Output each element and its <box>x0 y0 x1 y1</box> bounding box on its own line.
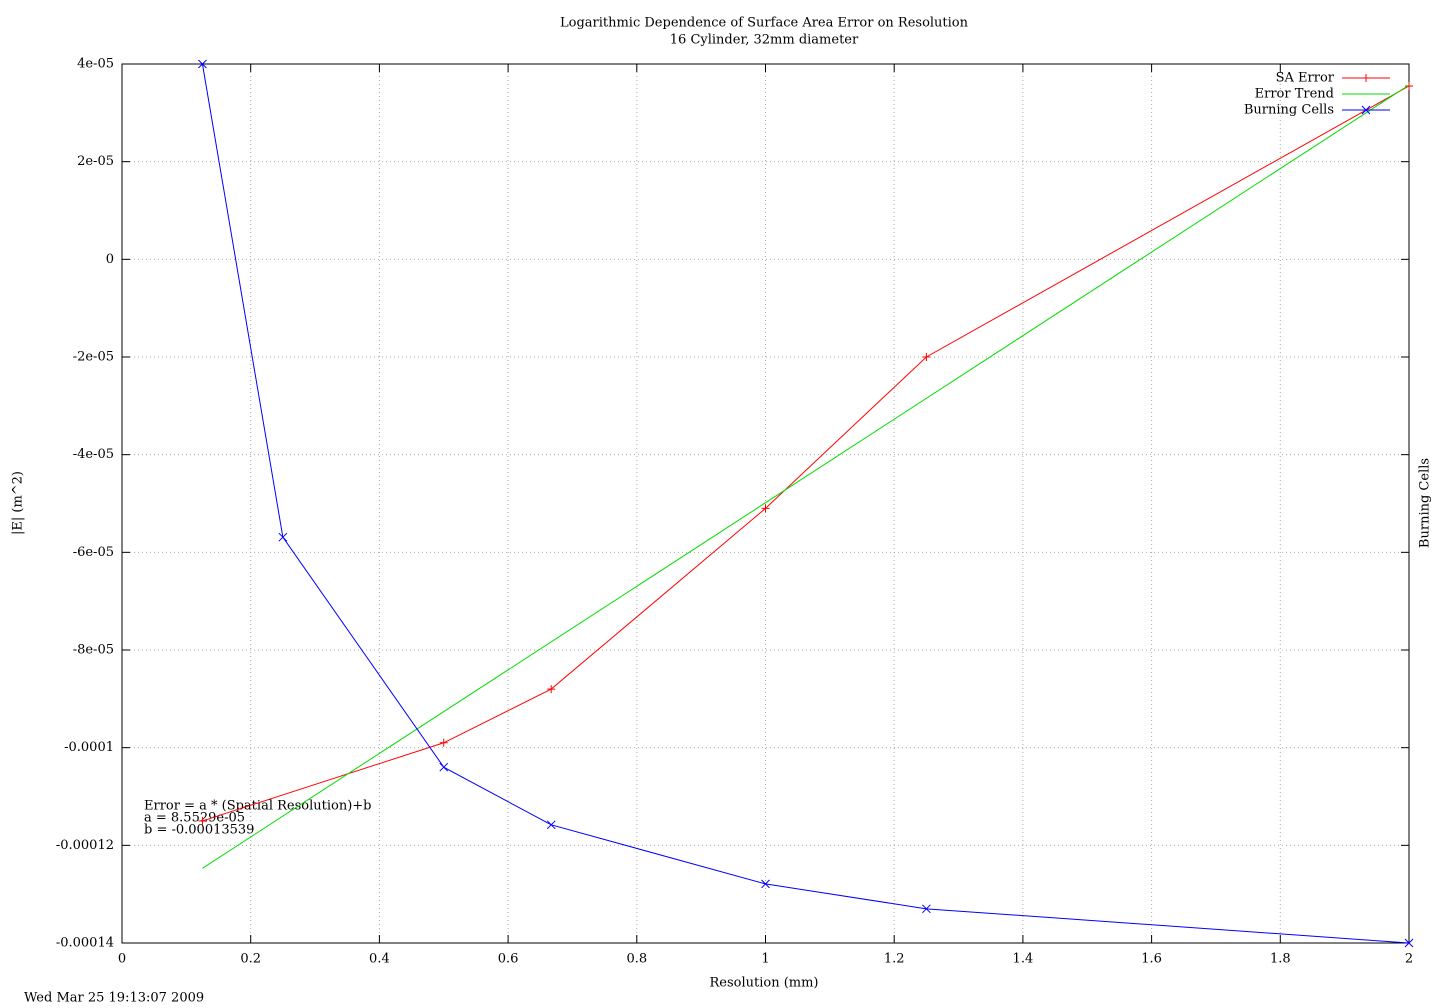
x-tick-label: 1.8 <box>1270 952 1291 967</box>
y-tick-label: -2e-05 <box>73 350 114 365</box>
y-tick-label: -6e-05 <box>73 545 114 560</box>
point <box>439 738 448 747</box>
point <box>1405 81 1413 90</box>
legend-label: Error Trend <box>1255 87 1334 102</box>
series-line <box>201 63 1410 944</box>
point <box>761 504 770 513</box>
legend-label: Burning Cells <box>1244 103 1334 118</box>
point <box>1362 74 1370 82</box>
x-axis-label: Resolution (mm) <box>709 976 818 991</box>
series-line <box>202 85 1410 822</box>
point <box>439 762 449 772</box>
y-tick-label: -0.00012 <box>56 838 114 853</box>
y-tick-label: -0.0001 <box>64 740 114 755</box>
y-tick-label: -8e-05 <box>73 643 114 658</box>
y-tick-label: 2e-05 <box>77 154 114 169</box>
point <box>547 685 556 694</box>
timestamp: Wed Mar 25 19:13:07 2009 <box>24 991 204 1006</box>
plot-border <box>121 63 1410 944</box>
point <box>922 353 931 361</box>
legend-label: SA Error <box>1276 71 1335 86</box>
annotation: Error = a * (Spatial Resolution)+b <box>144 799 371 814</box>
point <box>1361 105 1371 115</box>
y-tick-label: -4e-05 <box>73 447 114 462</box>
chart-title: Logarithmic Dependence of Surface Area E… <box>560 16 969 31</box>
x-tick-label: 1.2 <box>884 952 905 967</box>
y-tick-label: 4e-05 <box>77 57 114 72</box>
chart-subtitle: 16 Cylinder, 32mm diameter <box>670 33 859 48</box>
x-tick-label: 1.6 <box>1141 952 1162 967</box>
annotation: a = 8.5529e-05 <box>144 811 245 826</box>
x-tick-label: 1 <box>761 952 769 967</box>
point <box>278 532 288 542</box>
x-tick-label: 1.4 <box>1013 952 1034 967</box>
y-axis-label: |E| (m^2) <box>11 471 26 535</box>
point <box>546 820 556 830</box>
point <box>198 59 207 69</box>
y2-axis-label: Burning Cells <box>1418 458 1433 548</box>
y-tick-label: 0 <box>106 252 114 267</box>
point <box>1404 938 1414 948</box>
x-tick-label: 0 <box>118 952 126 967</box>
x-tick-label: 0.8 <box>626 952 647 967</box>
point <box>198 816 207 825</box>
point <box>761 879 770 889</box>
x-tick-label: 0.2 <box>240 952 261 967</box>
y-tick-label: -0.00014 <box>56 936 114 951</box>
x-tick-label: 0.4 <box>369 952 390 967</box>
point <box>922 904 931 914</box>
annotation: b = -0.00013539 <box>144 823 254 838</box>
x-tick-label: 0.6 <box>498 952 519 967</box>
x-tick-label: 2 <box>1405 952 1413 967</box>
series-line <box>202 84 1410 869</box>
